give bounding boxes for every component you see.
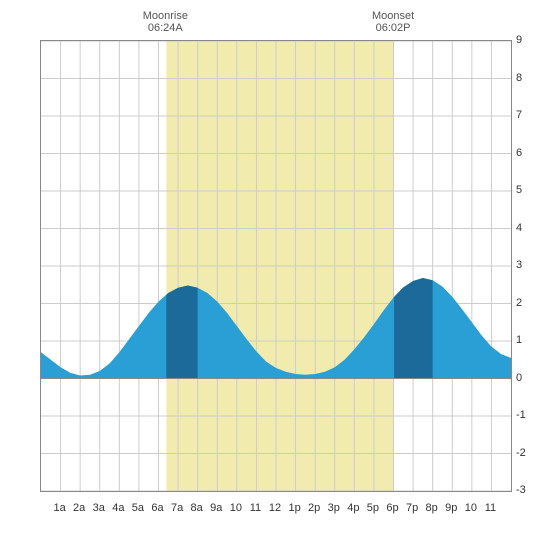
x-tick-label: 10 xyxy=(230,502,242,514)
x-tick-label: 11 xyxy=(485,502,496,514)
y-tick-label: 5 xyxy=(516,184,522,196)
y-tick-label: 9 xyxy=(516,34,522,46)
x-tick-label: 3p xyxy=(328,502,340,514)
header-labels: Moonrise 06:24A Moonset 06:02P xyxy=(10,10,540,40)
tide-moon-chart: Moonrise 06:24A Moonset 06:02P -3-2-1012… xyxy=(10,10,540,540)
moonrise-label: Moonrise 06:24A xyxy=(143,10,188,34)
x-tick-label: 9p xyxy=(445,502,457,514)
x-tick-label: 12 xyxy=(269,502,281,514)
moonrise-time: 06:24A xyxy=(143,22,188,34)
x-tick-label: 7a xyxy=(171,502,183,514)
x-tick-label: 6a xyxy=(151,502,163,514)
y-tick-label: -3 xyxy=(516,484,526,496)
x-tick-label: 1p xyxy=(288,502,300,514)
y-tick-label: 2 xyxy=(516,297,522,309)
x-tick-label: 2a xyxy=(73,502,85,514)
x-tick-label: 10 xyxy=(465,502,477,514)
grid xyxy=(41,41,511,491)
y-tick-label: 3 xyxy=(516,259,522,271)
moonrise-title: Moonrise xyxy=(143,10,188,22)
y-tick-label: 6 xyxy=(516,147,522,159)
x-tick-label: 6p xyxy=(386,502,398,514)
chart-svg xyxy=(41,41,511,491)
y-tick-label: -2 xyxy=(516,447,526,459)
x-tick-label: 5a xyxy=(132,502,144,514)
x-tick-label: 4p xyxy=(347,502,359,514)
y-tick-label: 8 xyxy=(516,72,522,84)
x-tick-label: 8a xyxy=(191,502,203,514)
y-tick-label: 1 xyxy=(516,334,522,346)
y-tick-label: 0 xyxy=(516,372,522,384)
moonset-time: 06:02P xyxy=(372,22,414,34)
x-tick-label: 2p xyxy=(308,502,320,514)
moonset-title: Moonset xyxy=(372,10,414,22)
moonset-label: Moonset 06:02P xyxy=(372,10,414,34)
y-tick-label: -1 xyxy=(516,409,526,421)
x-tick-label: 4a xyxy=(112,502,124,514)
x-tick-label: 8p xyxy=(426,502,438,514)
x-tick-label: 1a xyxy=(53,502,65,514)
x-tick-label: 11 xyxy=(250,502,261,514)
x-tick-label: 7p xyxy=(406,502,418,514)
x-tick-label: 3a xyxy=(93,502,105,514)
y-tick-label: 4 xyxy=(516,222,522,234)
x-tick-label: 5p xyxy=(367,502,379,514)
y-tick-label: 7 xyxy=(516,109,522,121)
x-tick-label: 9a xyxy=(210,502,222,514)
plot-area xyxy=(40,40,512,492)
